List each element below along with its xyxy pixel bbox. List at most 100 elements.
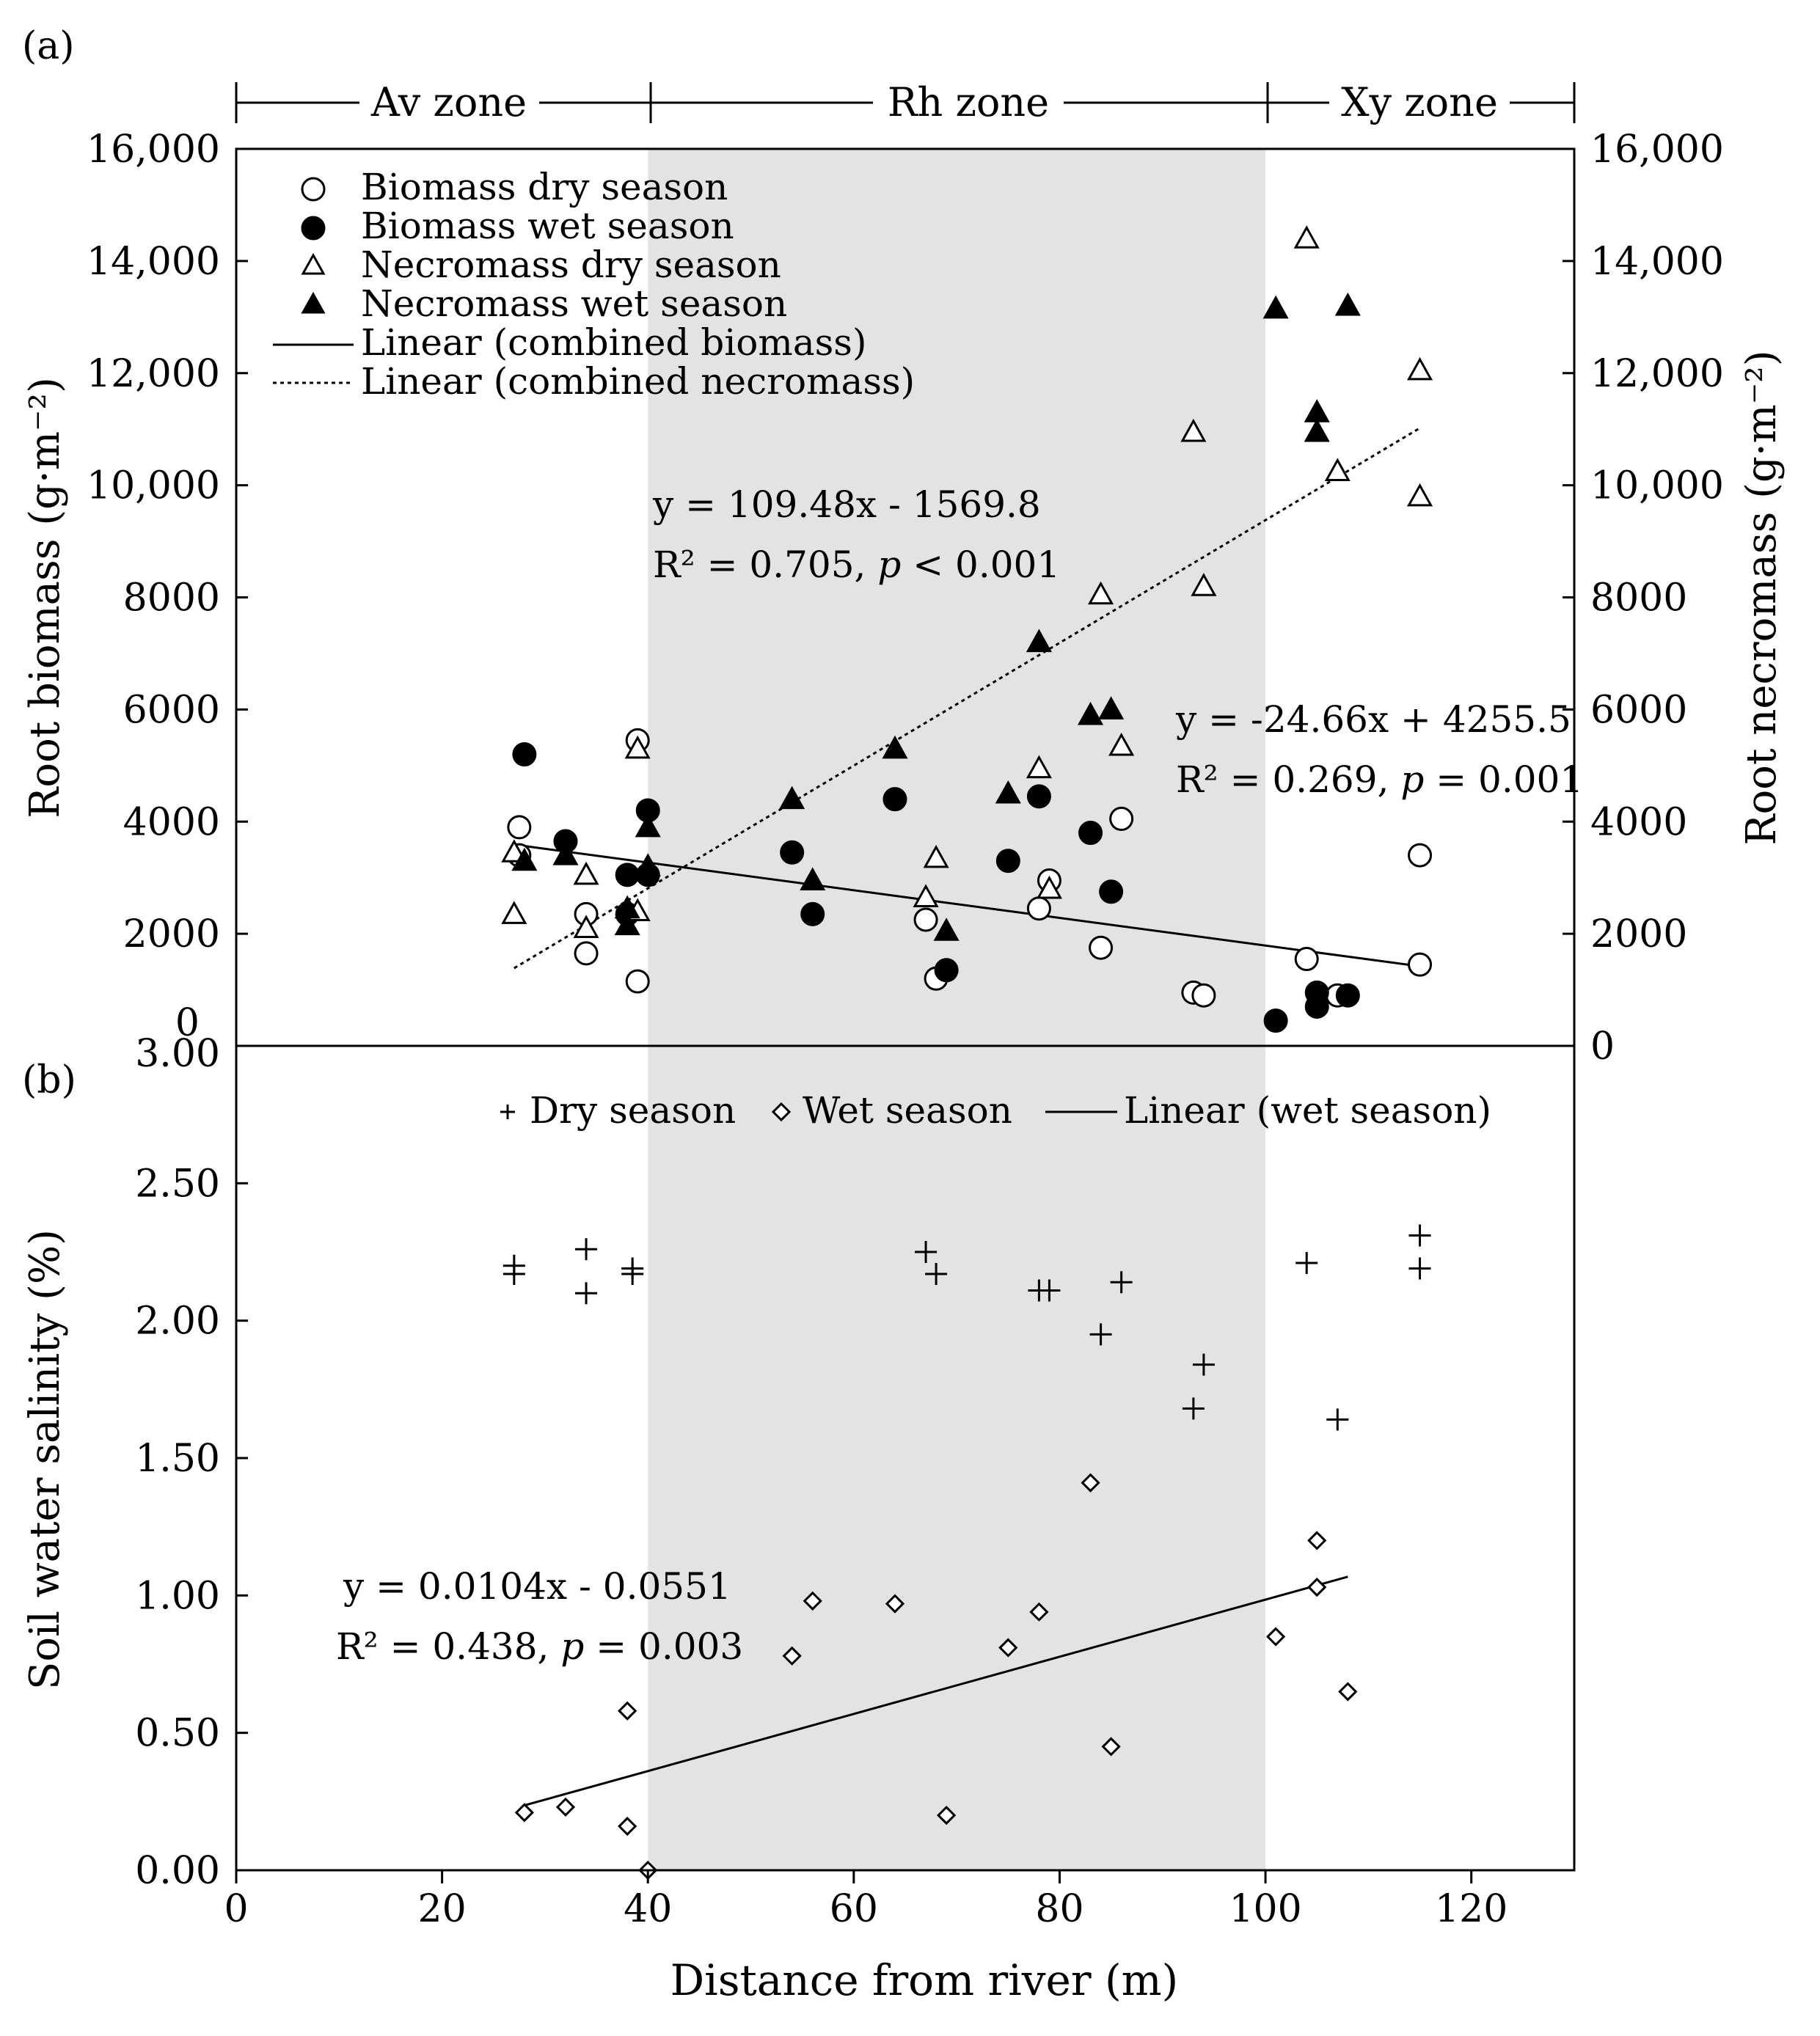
panel-label-b: (b) [22,1058,76,1102]
a-point-3-13 [1098,696,1125,719]
a-point-2-14 [1293,225,1320,249]
a-point-1-16 [1304,994,1329,1019]
plot-frame [235,147,1576,1872]
a-point-1-6 [780,840,805,865]
a-point-3-7 [800,867,826,891]
zone-label-av: Av zone [370,79,527,125]
a-point-1-13 [1099,879,1124,904]
legend-label-necromass-wet: Necromass wet season [361,282,787,325]
a-point-1-12 [1078,821,1103,846]
a-point-1-14 [1263,1008,1288,1033]
a-left-tick-label-7: 14,000 [87,240,220,284]
a-point-2-16 [1406,356,1433,381]
b-point-0-11 [1110,1271,1133,1294]
legend-label-linear-necromass: Linear (combined necromass) [361,360,915,403]
legend-label-dry-season: Dry season [530,1089,736,1132]
a-point-2-4 [624,735,651,759]
a-left-tick-label-4: 8000 [123,576,220,620]
legend-marker-necromass-wet [301,291,326,314]
a-right-tick-label-0: 0 [1590,1025,1615,1069]
x-tick-label-6: 120 [1435,1887,1507,1931]
a-point-3-11 [1026,629,1052,653]
a-right-tick-label-4: 8000 [1590,576,1687,620]
b-point-1-1 [555,1797,576,1817]
a-point-1-17 [1335,983,1360,1008]
axes: 0 0 2000 2000 4000 4000 6000 6000 8000 8000 10,000… [87,128,1724,1931]
zone-header: Av zone Rh zone Xy zone [235,79,1576,125]
x-tick-label-0: 0 [224,1887,248,1931]
b-left-tick-label-2: 1.00 [135,1574,220,1618]
b-point-1-9 [998,1638,1018,1658]
b-point-1-11 [1081,1473,1100,1493]
b-point-0-10 [1089,1323,1112,1346]
a-point-3-0 [511,847,538,871]
salinity-p-value: = 0.003 [584,1625,743,1668]
rh-zone-shading [648,149,1266,1870]
necromass-p-symbol: p [877,543,901,586]
a-point-2-6 [913,884,939,907]
b-point-1-14 [1307,1531,1327,1550]
a-point-3-5 [635,853,661,876]
a-point-2-15 [1324,458,1351,482]
zone-label-rh: Rh zone [888,79,1049,125]
b-point-1-12 [1101,1737,1121,1757]
necromass-r2: R² = 0.705, p < 0.001 [653,543,1060,586]
a-point-0-16 [1408,843,1433,868]
b-point-0-9 [1038,1279,1061,1302]
b-point-1-16 [1338,1682,1358,1702]
a-series-3 [511,292,1361,941]
a-point-2-3 [573,915,599,938]
salinity-r2: R² = 0.438, p = 0.003 [336,1625,743,1668]
x-tick-label-3: 60 [830,1887,878,1931]
legend-label-biomass-wet: Biomass wet season [361,205,734,247]
a-point-0-5 [625,969,650,994]
panel-label-a: (a) [22,24,75,68]
b-series-0 [502,1224,1431,1431]
necromass-r2-text: R² = 0.705, [653,543,877,586]
legend-label-wet-season: Wet season [803,1089,1012,1132]
legend-marker-wet-season [771,1102,792,1122]
legend-marker-biomass-wet [301,216,326,241]
legend-marker-necromass-dry [301,252,326,275]
b-left-tick-label-4: 2.00 [135,1300,220,1344]
a-left-tick-label-8: 16,000 [87,128,220,172]
biomass-p-symbol: p [1400,758,1424,801]
legend-marker-biomass-dry [301,177,326,202]
biomass-r2: R² = 0.269, p = 0.001 [1176,758,1583,801]
a-point-0-13 [1191,983,1216,1008]
b-point-0-15 [1326,1408,1349,1431]
a-point-2-9 [1036,875,1062,899]
a-point-0-14 [1294,947,1319,972]
a-point-1-11 [1026,784,1051,809]
a-right-tick-label-2: 4000 [1590,800,1687,844]
panel-a-plot [501,225,1433,1033]
biomass-equation: y = -24.66x + 4255.5 [1175,698,1571,741]
zone-label-xy: Xy zone [1341,79,1498,125]
b-point-0-16 [1408,1224,1431,1247]
a-trendline-0 [514,843,1420,967]
a-point-3-4 [635,813,661,838]
legend-label-linear-wet: Linear (wet season) [1124,1089,1491,1132]
a-point-3-17 [1334,292,1361,316]
b-point-1-13 [1265,1627,1286,1647]
y-axis-title-biomass: Root biomass (g·m⁻²) [21,377,69,819]
legend-label-necromass-dry: Necromass dry season [361,243,781,286]
a-point-2-8 [1026,755,1052,779]
b-left-tick-label-6: 3.00 [135,1032,220,1076]
b-point-1-10 [1029,1602,1049,1622]
b-point-1-0 [514,1803,534,1823]
a-point-0-6 [913,907,938,932]
b-point-0-3 [575,1282,598,1305]
b-point-1-3 [618,1816,637,1837]
legend-a: Biomass dry season Biomass wet season Ne… [273,166,915,403]
a-point-2-10 [1088,581,1114,605]
a-point-3-10 [995,780,1021,804]
b-point-0-12 [1182,1397,1205,1420]
a-point-0-8 [1026,896,1051,921]
b-left-tick-label-1: 0.50 [135,1712,220,1756]
x-tick-label-1: 20 [418,1887,467,1931]
legend-label-linear-biomass: Linear (combined biomass) [361,321,866,364]
a-point-3-14 [1262,295,1289,319]
a-point-1-2 [615,863,640,887]
